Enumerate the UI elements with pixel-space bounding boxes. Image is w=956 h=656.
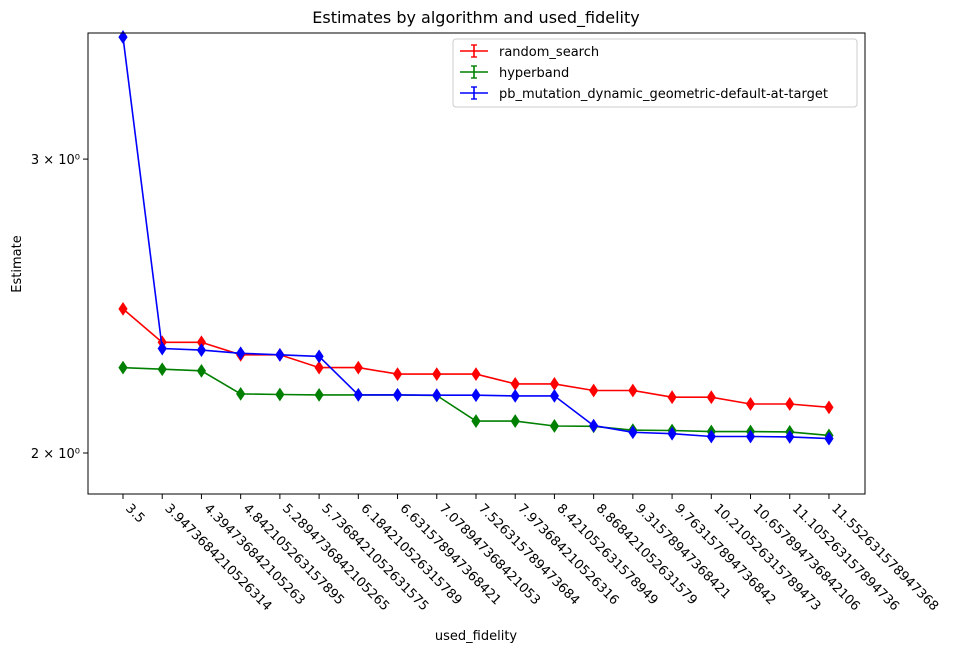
data-point — [157, 341, 167, 356]
x-axis-label: used_fidelity — [435, 629, 518, 644]
data-point — [196, 343, 207, 358]
data-point — [314, 360, 324, 375]
legend-item: random_search — [460, 44, 599, 60]
data-point — [628, 383, 638, 398]
data-point — [706, 390, 716, 405]
data-point — [667, 426, 677, 441]
data-point — [706, 429, 716, 444]
data-point — [314, 387, 324, 402]
data-point — [275, 387, 285, 402]
y-axis-label: Estimate — [10, 235, 25, 292]
data-point — [236, 386, 246, 401]
legend-item: pb_mutation_dynamic_geometric-default-at… — [460, 86, 828, 102]
data-point — [118, 301, 128, 316]
data-point — [824, 400, 834, 415]
data-point — [785, 397, 795, 411]
legend-label: pb_mutation_dynamic_geometric-default-at… — [499, 87, 828, 102]
data-point — [785, 429, 795, 444]
data-point — [432, 388, 442, 403]
data-point — [392, 367, 403, 381]
legend-item: hyperband — [460, 65, 569, 81]
y-tick-label: 3 × 10⁰ — [31, 153, 80, 168]
plot-frame — [87, 32, 866, 495]
data-point — [628, 425, 638, 440]
data-point — [118, 360, 128, 375]
data-point — [510, 414, 520, 428]
data-point — [392, 387, 403, 402]
data-point — [432, 367, 442, 381]
data-point — [589, 383, 599, 398]
data-point — [236, 346, 246, 361]
data-point — [745, 397, 756, 411]
chart-title: Estimates by algorithm and used_fidelity — [312, 8, 639, 28]
data-point — [353, 360, 363, 375]
data-point — [824, 431, 834, 446]
legend: random_search hyperband pb_mutation_dynami… — [452, 38, 858, 108]
data-point — [196, 363, 207, 378]
data-point — [118, 30, 128, 44]
data-point — [157, 362, 167, 377]
legend-label: hyperband — [499, 66, 569, 81]
legend-frame — [452, 38, 858, 108]
data-point — [549, 419, 560, 433]
data-point — [745, 429, 756, 444]
y-tick-label: 2 × 10⁰ — [31, 447, 80, 462]
data-point — [589, 418, 599, 433]
legend-label: random_search — [499, 45, 599, 60]
data-point — [667, 390, 677, 405]
data-point — [275, 347, 285, 362]
data-point — [314, 349, 324, 364]
data-point — [471, 367, 481, 381]
data-point — [471, 414, 481, 428]
data-point — [510, 388, 520, 403]
data-point — [549, 388, 560, 403]
series-pb_mutation_dynamic_geometric-default-at-target — [118, 30, 834, 446]
data-point — [471, 388, 481, 403]
data-point — [353, 387, 363, 402]
